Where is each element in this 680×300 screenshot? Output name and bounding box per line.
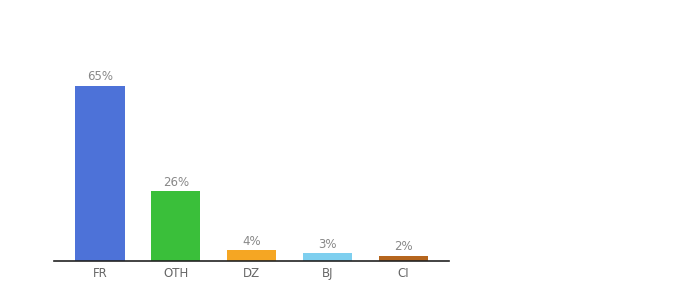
Text: 3%: 3% — [318, 238, 337, 251]
Text: 26%: 26% — [163, 176, 189, 189]
Text: 65%: 65% — [87, 70, 113, 83]
Text: 4%: 4% — [242, 235, 261, 248]
Bar — [75, 85, 124, 261]
Text: 2%: 2% — [394, 240, 413, 254]
Bar — [151, 191, 201, 261]
Bar — [227, 250, 276, 261]
Bar — [303, 253, 352, 261]
Bar — [379, 256, 428, 261]
